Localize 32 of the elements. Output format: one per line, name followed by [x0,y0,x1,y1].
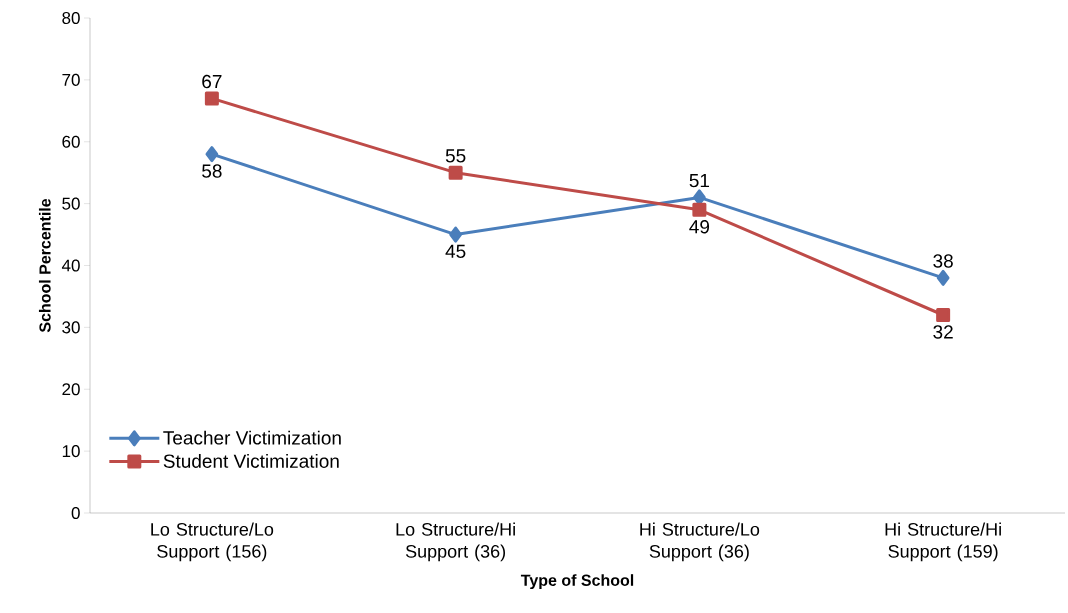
y-tick-label: 80 [62,11,80,25]
data-label: 45 [445,244,466,259]
data-label: 38 [933,254,953,268]
point [448,165,463,180]
legend-label: Teacher Victimization [163,430,341,445]
x-axis-title: Type of School [520,574,634,590]
y-tick-label: 70 [62,73,80,86]
y-tick-label: 30 [62,321,80,334]
legend-label: Student Victimization [163,453,339,468]
x-tick-label: Lo Structure/Hi Support (36) [396,522,515,562]
data-label: 55 [445,149,466,163]
x-tick-label: Hi Structure/Lo Support (36) [640,522,760,562]
point [204,91,219,106]
y-tick-label: 60 [62,135,80,148]
y-tick-label: 40 [61,259,80,272]
data-label: 67 [202,74,222,89]
point [936,269,950,286]
x-tick-label: Hi Structure/Hi Support (159) [885,522,1001,562]
y-tick-label: 0 [71,506,80,520]
point [692,202,707,217]
data-label: 58 [202,164,222,178]
y-tick-label: 50 [62,197,80,210]
point [936,308,951,322]
y-tick-label: 20 [62,383,80,396]
point [449,226,463,243]
data-label: 49 [689,220,710,234]
y-axis-title: School Percentile [38,198,51,333]
x-tick-label: Lo Structure/Lo Support (156) [151,522,274,562]
data-label: 51 [689,173,710,188]
data-label: 32 [933,325,953,339]
point [205,146,219,163]
y-tick-label: 10 [62,445,80,458]
